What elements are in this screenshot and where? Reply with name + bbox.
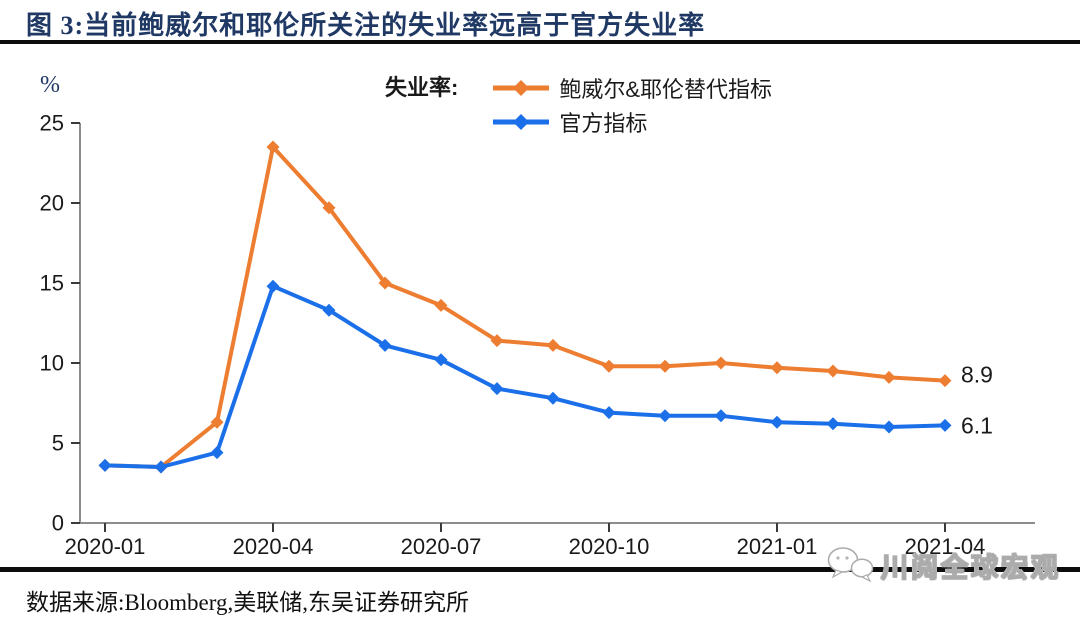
y-tick-label: 15 bbox=[40, 271, 64, 296]
data-point-marker bbox=[322, 201, 336, 215]
orange-line-diamond-icon bbox=[493, 80, 550, 96]
data-point-marker bbox=[938, 374, 952, 388]
data-point-marker bbox=[602, 406, 616, 420]
series-end-value-label: 8.9 bbox=[961, 362, 993, 388]
data-point-marker bbox=[658, 409, 672, 423]
x-tick-label: 2020-10 bbox=[569, 534, 650, 559]
data-point-marker bbox=[490, 334, 504, 348]
series-end-value-label: 6.1 bbox=[961, 412, 993, 438]
data-point-marker bbox=[434, 298, 448, 312]
x-tick-label: 2021-04 bbox=[905, 534, 986, 559]
data-point-marker bbox=[98, 458, 112, 472]
series-line-1 bbox=[103, 284, 947, 469]
data-point-marker bbox=[714, 409, 728, 423]
x-tick-label: 2020-01 bbox=[65, 534, 146, 559]
legend-label-official: 官方指标 bbox=[559, 111, 648, 136]
blue-line-diamond-icon bbox=[493, 114, 550, 130]
data-point-marker bbox=[210, 446, 224, 460]
data-point-marker bbox=[546, 338, 560, 352]
data-point-marker bbox=[378, 338, 392, 352]
series-line-0 bbox=[103, 145, 947, 469]
data-point-marker bbox=[770, 415, 784, 429]
legend-title: 失业率: bbox=[385, 75, 459, 100]
y-tick-label: 20 bbox=[40, 191, 64, 216]
y-axis-unit-label: % bbox=[40, 72, 60, 98]
data-point-marker bbox=[938, 418, 952, 432]
legend-item-official-indicator: 官方指标 bbox=[492, 108, 772, 136]
wechat-bubbles-icon bbox=[827, 547, 874, 583]
y-tick-label: 5 bbox=[52, 431, 64, 456]
line-chart-plot: 0 5 10 15 20 25 2020-01 2020-04 2020-07 2020-10 20… bbox=[40, 111, 1035, 559]
data-point-marker bbox=[770, 361, 784, 375]
data-point-marker bbox=[322, 303, 336, 317]
data-point-marker bbox=[882, 420, 896, 434]
data-point-marker bbox=[378, 276, 392, 290]
chart-legend: 失业率: 鲍威尔&耶伦替代指标 官方指标 bbox=[385, 74, 772, 136]
data-point-marker bbox=[826, 364, 840, 378]
watermark-text: 川阅全球宏观 bbox=[880, 552, 1061, 583]
top-divider bbox=[0, 40, 1080, 44]
data-point-marker bbox=[826, 417, 840, 431]
x-tick-label: 2020-04 bbox=[233, 534, 314, 559]
data-point-marker bbox=[714, 356, 728, 370]
watermark: 川阅全球宏观 bbox=[826, 544, 1061, 586]
legend-item-alternative-indicator: 鲍威尔&耶伦替代指标 bbox=[492, 74, 772, 102]
data-point-marker bbox=[882, 370, 896, 384]
data-point-marker bbox=[210, 415, 224, 429]
legend-rows: 鲍威尔&耶伦替代指标 官方指标 bbox=[492, 74, 772, 136]
legend-label-alternative: 鲍威尔&耶伦替代指标 bbox=[559, 77, 773, 102]
data-point-marker bbox=[266, 140, 280, 154]
y-tick-label: 10 bbox=[40, 351, 64, 376]
data-source-note: 数据来源:Bloomberg,美联储,东吴证券研究所 bbox=[26, 590, 469, 615]
data-point-marker bbox=[658, 359, 672, 373]
y-tick-label: 0 bbox=[52, 511, 64, 536]
figure-title: 图 3:当前鲍威尔和耶伦所关注的失业率远高于官方失业率 bbox=[26, 11, 706, 40]
y-tick-label: 25 bbox=[40, 111, 64, 136]
data-point-marker bbox=[602, 359, 616, 373]
data-point-marker bbox=[546, 391, 560, 405]
data-point-marker bbox=[266, 279, 280, 293]
data-point-marker bbox=[154, 460, 168, 474]
data-point-marker bbox=[490, 382, 504, 396]
bottom-divider bbox=[0, 567, 1080, 572]
x-tick-label: 2021-01 bbox=[737, 534, 818, 559]
x-tick-label: 2020-07 bbox=[401, 534, 482, 559]
data-point-marker bbox=[434, 353, 448, 367]
